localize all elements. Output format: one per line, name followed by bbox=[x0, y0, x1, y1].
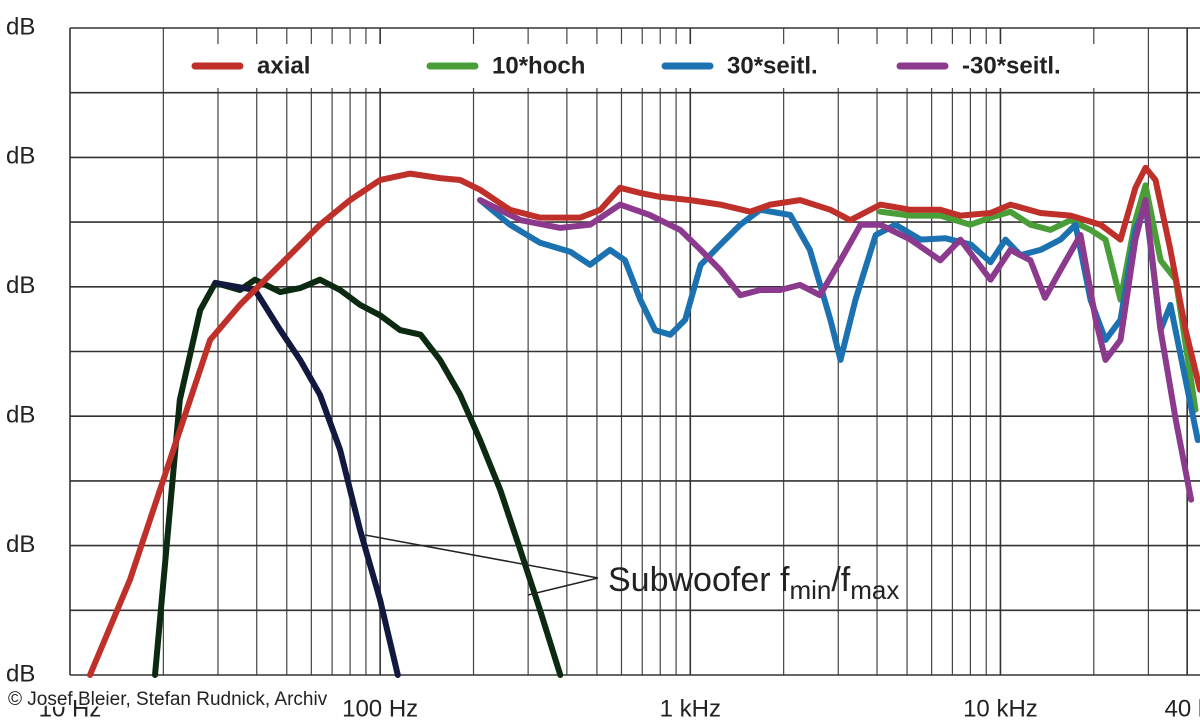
annotation-arrow bbox=[527, 577, 599, 596]
series-line bbox=[212, 279, 401, 678]
series-line bbox=[87, 164, 1200, 678]
legend-box bbox=[180, 44, 1120, 88]
y-tick-label: dB bbox=[6, 143, 35, 170]
x-tick-label: 100 Hz bbox=[342, 695, 418, 720]
y-tick-label: dB bbox=[6, 13, 35, 40]
legend-label: -30*seitl. bbox=[962, 52, 1061, 79]
x-tick-label: 1 kHz bbox=[660, 695, 721, 720]
y-tick-label: dB bbox=[6, 272, 35, 299]
annotation-sub: min bbox=[789, 575, 831, 605]
legend-label: axial bbox=[257, 52, 310, 79]
annotation-text: Subwoofer fmin/fmax bbox=[608, 561, 899, 605]
legend-label: 10*hoch bbox=[492, 52, 585, 79]
annotation-arrow bbox=[364, 534, 599, 579]
y-tick-label: dB bbox=[6, 531, 35, 558]
series-line bbox=[477, 197, 1200, 444]
grid bbox=[69, 27, 1200, 676]
series-line bbox=[877, 182, 1199, 413]
annotation-main: Subwoofer f bbox=[608, 561, 790, 599]
y-tick-label: dB bbox=[6, 660, 35, 687]
y-tick-label: dB bbox=[6, 402, 35, 429]
annotation: Subwoofer fmin/fmax bbox=[364, 534, 899, 605]
x-tick-label: 10 kHz bbox=[963, 695, 1038, 720]
plot-lines bbox=[87, 164, 1200, 678]
legend: axial 10*hoch 30*seitl. -30*seitl. bbox=[180, 44, 1120, 88]
x-tick-label: 40 k bbox=[1164, 695, 1200, 720]
credit: © Josef Bleier, Stefan Rudnick, Archiv bbox=[8, 689, 328, 710]
annotation-main: /f bbox=[831, 561, 850, 599]
annotation-sub: max bbox=[850, 575, 899, 605]
x-tick-label: 10 Hz bbox=[39, 695, 102, 720]
legend-label: 30*seitl. bbox=[727, 52, 818, 79]
series-line bbox=[152, 276, 564, 678]
series-line bbox=[477, 197, 1195, 503]
